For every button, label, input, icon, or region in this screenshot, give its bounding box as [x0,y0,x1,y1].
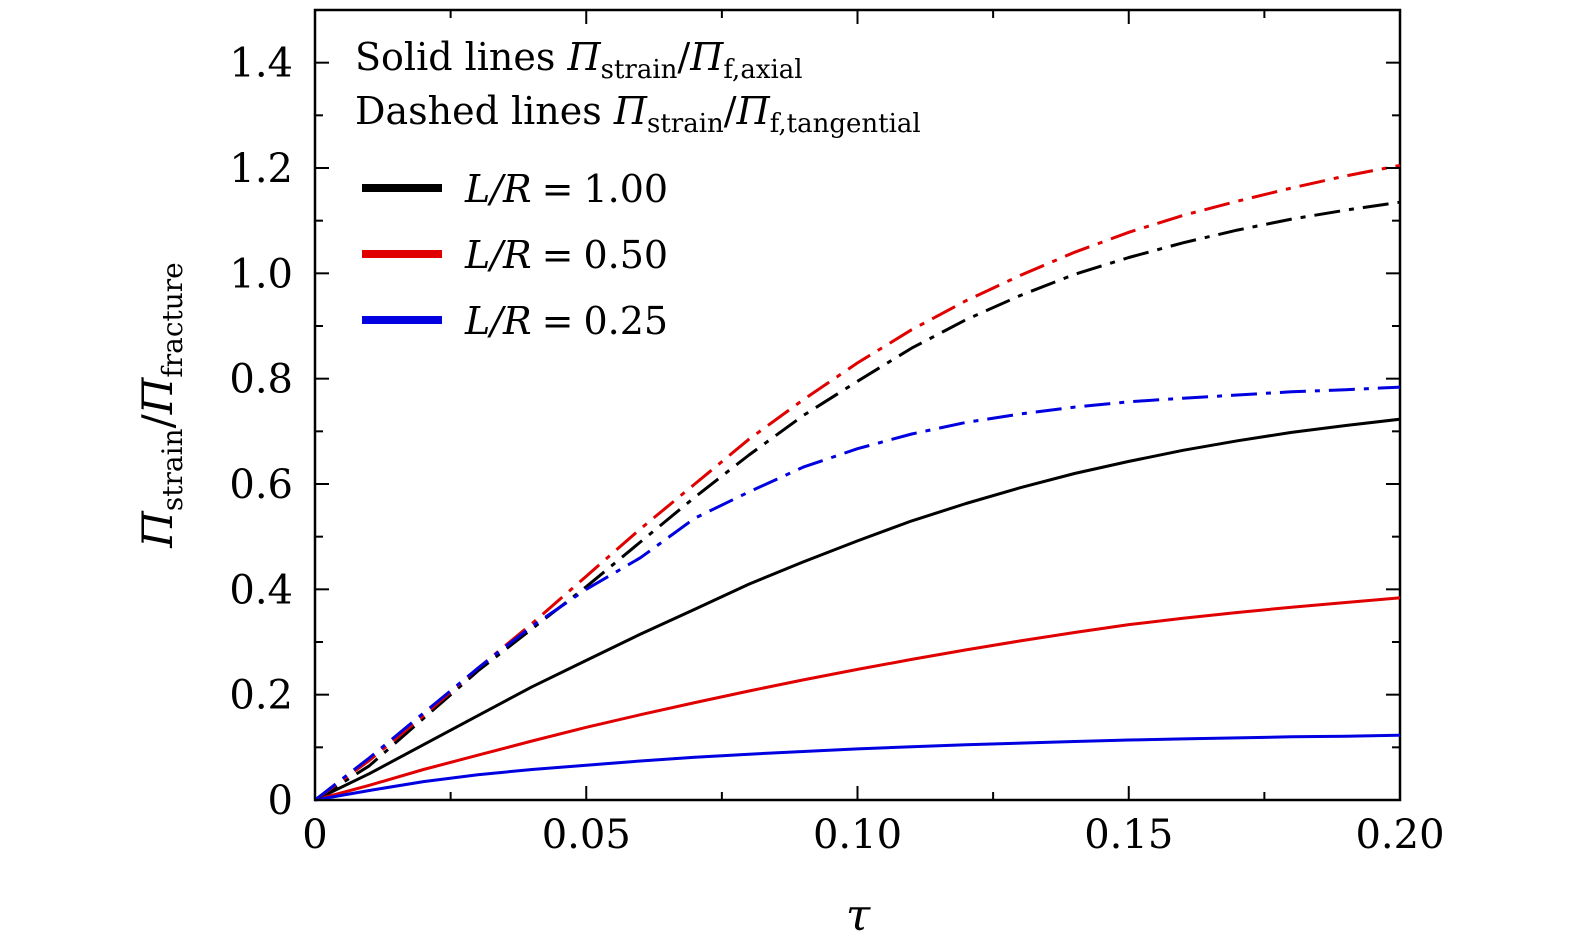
x-tick-label: 0.15 [1084,812,1173,858]
annotation-dashed-lines: Dashed lines Πstrain/Πf,tangential [355,89,921,139]
y-tick-label: 0.4 [229,567,293,613]
x-tick-label: 0.20 [1355,812,1444,858]
x-axis: 0 0.05 0.10 0.15 0.20 [302,10,1445,858]
legend: L/R = 1.00 L/R = 0.50 L/R = 0.25 [362,167,668,343]
y-tick-label: 0.8 [229,357,293,403]
y-tick-label: 0 [268,778,293,824]
y-axis: 0 0.2 0.4 0.6 0.8 1.0 1.2 1.4 [229,41,1400,824]
series-line-6 [314,385,1401,802]
x-axis-label: τ [846,890,871,941]
series-lines [314,163,1401,802]
legend-label-2: L/R = 0.50 [464,233,668,277]
y-tick-label: 0.6 [229,462,293,508]
series-line-1 [314,417,1401,802]
y-tick-label: 1.4 [229,41,293,87]
x-tick-label: 0.10 [813,812,902,858]
annotation-solid-lines: Solid lines Πstrain/Πf,axial [355,35,803,85]
series-line-3 [314,733,1401,802]
legend-label-3: L/R = 0.25 [464,299,668,343]
x-tick-label: 0.05 [542,812,631,858]
series-line-2 [314,596,1401,802]
y-tick-label: 1.2 [229,146,293,192]
y-tick-label: 0.2 [229,673,293,719]
y-tick-label: 1.0 [229,251,293,297]
legend-label-1: L/R = 1.00 [464,167,668,211]
x-tick-label: 0 [302,812,327,858]
y-axis-label: Πstrain/Πfracture [133,262,189,549]
series-line-4 [314,200,1401,802]
